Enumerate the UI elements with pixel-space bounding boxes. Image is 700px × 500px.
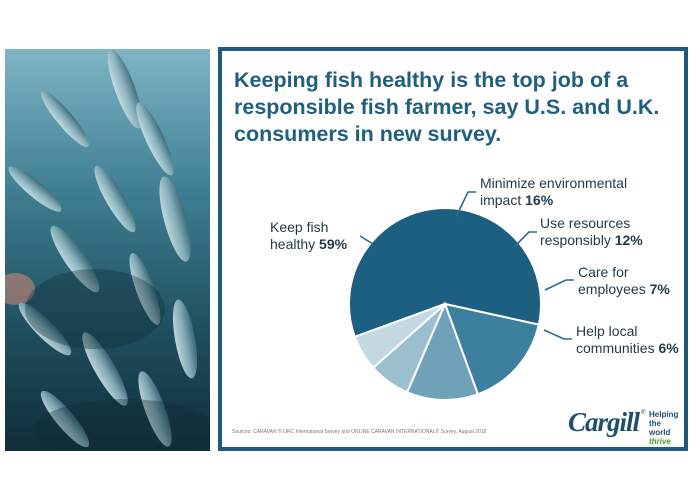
source-note: Sources: CARAVAN ® ORC International Sur…: [232, 429, 487, 435]
label-help-line2-text: communities: [576, 340, 659, 356]
logo-tagline-2: the world: [649, 419, 671, 437]
label-help-line2: communities 6%: [576, 340, 679, 357]
label-minimize-line2-text: impact: [480, 192, 526, 208]
label-keep-value: 59%: [319, 236, 348, 252]
label-use-value: 12%: [614, 232, 643, 248]
label-keep-line2: healthy 59%: [270, 236, 347, 253]
slice-use-resources-responsibly: [405, 301, 480, 401]
slice-minimize-environmental-impact: [443, 302, 540, 396]
label-care-line1: Care for: [578, 264, 629, 280]
label-use-line2: responsibly 12%: [540, 232, 643, 249]
leader-help-line: [543, 329, 572, 340]
logo-tagline: Helping the world thrive: [649, 410, 680, 446]
logo-wordmark: Cargill: [568, 407, 640, 437]
leader-care-line: [544, 279, 574, 291]
infographic-panel: Keeping fish healthy is the top job of a…: [218, 47, 688, 451]
label-minimize-value: 16%: [525, 192, 554, 208]
label-minimize-line2: impact 16%: [480, 192, 627, 209]
label-care-line2: employees 7%: [578, 281, 670, 298]
label-minimize-line1: Minimize environmental: [480, 175, 628, 191]
pie-chart: [348, 191, 574, 401]
leader-minimize-line: [455, 191, 476, 218]
label-help-line1: Help local: [576, 323, 638, 339]
cargill-logo: Cargill ® Helping the world thrive: [568, 407, 680, 446]
label-help-value: 6%: [658, 340, 679, 356]
label-keep-line1: Keep fish: [270, 219, 329, 235]
label-keep-fish-healthy: Keep fish healthy 59%: [270, 219, 347, 253]
fish-photo: [5, 49, 210, 451]
headline: Keeping fish healthy is the top job of a…: [234, 68, 660, 146]
label-use-line1: Use resources: [540, 215, 631, 231]
slice-help-local-communities: [353, 303, 446, 370]
label-care-for-employees: Care for employees 7%: [578, 264, 670, 298]
label-use-line2-text: responsibly: [540, 232, 615, 248]
label-help-local-communities: Help local communities 6%: [576, 323, 679, 357]
label-care-line2-text: employees: [578, 281, 650, 297]
label-care-value: 7%: [649, 281, 670, 297]
slice-keep-fish-healthy: [348, 207, 542, 339]
logo-tagline-1: Helping: [649, 410, 679, 419]
label-minimize-environmental-impact: Minimize environmental impact 16%: [480, 175, 627, 209]
leader-use-line: [513, 231, 537, 248]
label-use-resources-responsibly: Use resources responsibly 12%: [540, 215, 643, 249]
logo-tagline-3: thrive: [649, 437, 671, 446]
fish-school-image: [5, 49, 210, 451]
leader-keep-line: [359, 235, 374, 245]
logo-registered-mark: ®: [641, 410, 646, 416]
label-keep-line2-text: healthy: [270, 236, 320, 252]
